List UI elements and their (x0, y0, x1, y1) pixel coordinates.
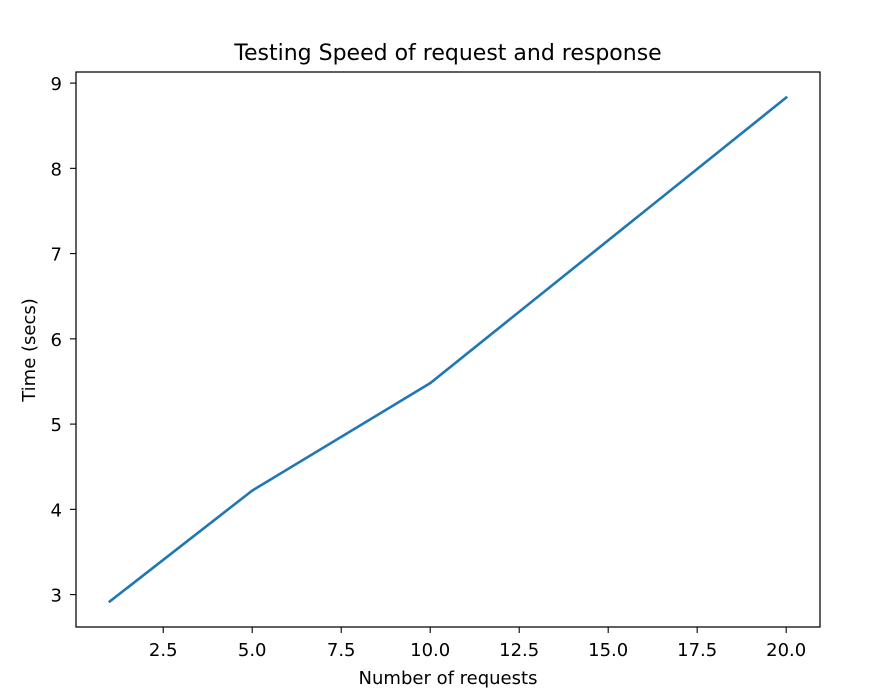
x-tick-label: 17.5 (677, 640, 717, 661)
y-axis-title: Time (secs) (19, 298, 40, 403)
plot-area-frame (76, 72, 820, 627)
x-axis-title: Number of requests (359, 668, 538, 688)
y-tick-label: 6 (51, 330, 62, 351)
y-tick-label: 9 (51, 74, 62, 95)
y-tick-label: 3 (51, 586, 62, 607)
x-axis-ticks: 2.5 5.0 7.5 10.0 12.5 15.0 17.5 20.0 (149, 627, 806, 661)
x-tick-label: 10.0 (410, 640, 450, 661)
series-line (110, 98, 786, 602)
y-tick-label: 8 (51, 159, 62, 180)
y-tick-label: 4 (51, 500, 62, 521)
x-tick-label: 15.0 (588, 640, 628, 661)
x-tick-label: 2.5 (149, 640, 178, 661)
x-tick-label: 20.0 (766, 640, 806, 661)
x-tick-label: 12.5 (499, 640, 539, 661)
y-axis-ticks: 3 4 5 6 7 8 9 (51, 74, 76, 607)
x-tick-label: 5.0 (238, 640, 267, 661)
y-tick-label: 5 (51, 415, 62, 436)
y-tick-label: 7 (51, 245, 62, 266)
chart-title: Testing Speed of request and response (233, 41, 661, 66)
series-layer (110, 98, 786, 602)
x-tick-label: 7.5 (327, 640, 356, 661)
